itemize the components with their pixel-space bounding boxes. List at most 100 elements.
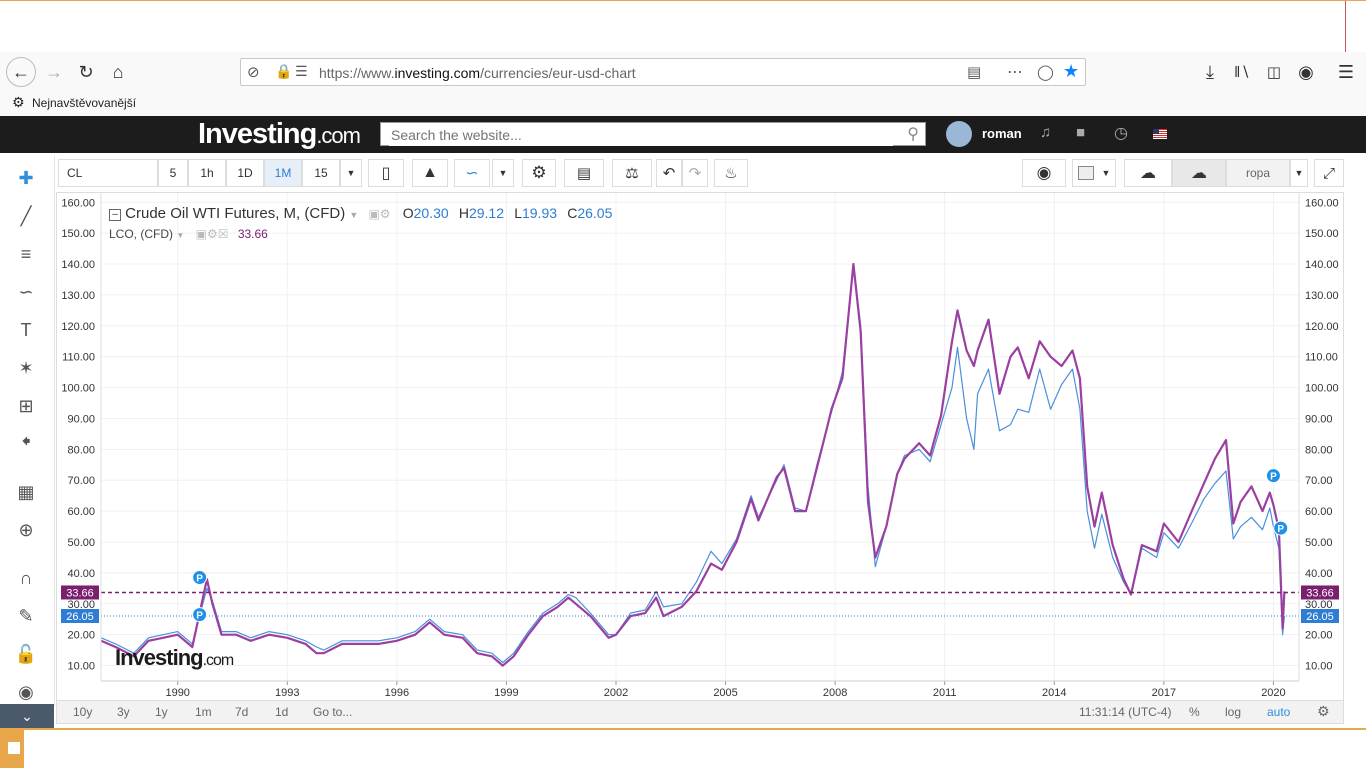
portfolio-icon[interactable]: ■ [1076,124,1086,141]
permissions-icon[interactable]: ☰ [295,63,308,79]
interval-1m[interactable]: 1M [264,159,302,187]
interval-15[interactable]: 15 [302,159,340,187]
y-tick-label-left: 10.00 [67,661,95,673]
y-tick-label-right: 140.00 [1305,259,1339,271]
price-label-bg-left [61,608,99,623]
y-tick-label-left: 110.00 [62,352,95,364]
arrow-left-icon[interactable]: 🠸 [21,431,31,451]
reader-view-icon[interactable]: ▤ [967,64,982,81]
search-icon[interactable]: ⚲ [907,126,919,143]
crosshair-icon[interactable]: ✚ [18,167,34,188]
trend-line-icon[interactable]: ╱ [20,205,32,226]
price-label-bg-left [61,585,99,600]
brush-icon[interactable]: ∽ [18,281,34,302]
price-chart[interactable]: 160.00 150.00 140.00 130.00 120.00 110.00 100.… [57,193,1343,701]
range-7d[interactable]: 7d [235,705,249,719]
url-bar[interactable]: ⊘ 🔒 ☰ https://www.investing.com/currenci… [240,58,1086,86]
range-1y[interactable]: 1y [155,705,168,719]
us-flag-icon[interactable] [1153,129,1167,139]
page-actions-icon[interactable]: ⋯ [1007,64,1023,81]
fib-icon[interactable]: ≡ [20,243,32,264]
range-1m[interactable]: 1m [195,705,212,719]
percent-toggle[interactable]: % [1189,705,1200,719]
log-toggle[interactable]: log [1225,705,1242,719]
library-icon[interactable]: ‖∖ [1234,64,1250,81]
back-button[interactable]: ← [6,57,36,87]
range-10y[interactable]: 10y [73,705,93,719]
magnet-icon[interactable]: ∩ [19,567,33,588]
measure-icon[interactable]: ⊞ [18,395,34,416]
cloud-upload-icon[interactable]: ☁ [1172,159,1226,187]
pencil-lock-icon[interactable]: ✎ [18,605,34,626]
interval-1d[interactable]: 1D [226,159,264,187]
avatar[interactable] [946,121,972,147]
cloud-download-icon[interactable]: ☁ [1124,159,1172,187]
auto-toggle[interactable]: auto [1267,705,1291,719]
chart-type-dropdown[interactable]: ▼ [492,159,514,187]
chart-toolbar: CL 5 1h 1D 1M 15 ▼ ▯ ▲ ∽ ▼ ⚙ ▤ ⚖ ↶ ↷ ♨ ◉… [56,156,1344,190]
range-3y[interactable]: 3y [117,705,130,719]
search-input[interactable] [389,124,893,146]
range-1d[interactable]: 1d [275,705,289,719]
compare-scale-icon[interactable]: ⚖ [612,159,652,187]
fullscreen-icon[interactable]: ⤢ [1314,159,1344,187]
forward-button[interactable]: → [45,61,63,82]
redo-icon[interactable]: ↷ [682,159,708,187]
legend-dropdown-icon[interactable]: ▼ [349,210,359,220]
pocket-icon[interactable]: ◯ [1037,64,1054,81]
y-tick-label-left: 130.00 [61,290,95,302]
menu-icon[interactable]: ☰ [1337,61,1355,82]
zoom-icon[interactable]: ⊕ [18,519,34,540]
user-name[interactable]: roman [982,126,1022,141]
indicators-button-icon[interactable]: ▤ [564,159,604,187]
indicators-icon[interactable]: ▦ [17,481,35,502]
reload-icon[interactable]: ↻ [78,61,94,82]
undo-icon[interactable]: ↶ [656,159,682,187]
clock-icon[interactable]: ◷ [1114,125,1128,142]
settings-gear-icon[interactable]: ⚙ [522,159,556,187]
bookmark-most-visited[interactable]: Nejnavštěvovanější [32,96,137,110]
lock-drawing-icon[interactable]: 🔓 [14,643,38,664]
lock-icon[interactable]: 🔒 [275,63,293,79]
watermark-logo: Investing.com [115,645,234,670]
y-tick-label-left: 100.00 [61,383,95,395]
scale-settings-icon[interactable]: ⚙ [1317,703,1330,719]
event-marker [1273,520,1289,536]
downloads-icon[interactable]: ⤓ [1206,61,1214,82]
sidebar-icon[interactable]: ◫ [1266,64,1282,81]
camera-icon[interactable]: ◉ [1022,159,1066,187]
start-button[interactable] [0,730,24,768]
pattern-icon[interactable]: ✶ [18,357,34,378]
interval-dropdown[interactable]: ▼ [340,159,362,187]
saved-layout-name[interactable]: ropa [1226,159,1290,187]
url-text[interactable]: https://www.investing.com/currencies/eur… [319,65,636,81]
candles-icon[interactable]: ▯ [368,159,404,187]
compare-dropdown-icon[interactable]: ▼ [176,231,185,240]
interval-5[interactable]: 5 [158,159,188,187]
line-chart-icon[interactable]: ∽ [454,159,490,187]
account-icon[interactable]: ◉ [1298,61,1314,82]
collapse-legend-icon[interactable]: – [109,209,121,221]
collapse-rail-button[interactable]: ⌄ [0,704,54,728]
layout-dropdown[interactable]: ▼ [1290,159,1308,187]
area-chart-icon[interactable]: ▲ [412,159,448,187]
eye-icon[interactable]: ◉ [18,681,34,702]
layout-icon[interactable]: ▼ [1072,159,1116,187]
y-tick-label-left: 140.00 [61,259,95,271]
x-tick-label: 2020 [1261,687,1285,699]
symbol-input[interactable]: CL [58,159,158,187]
goto-date-button[interactable]: Go to... [313,705,353,719]
site-logo[interactable]: Investing.com [198,118,361,150]
text-icon[interactable]: T [20,319,32,340]
compare-settings-icon[interactable]: ▣⚙☒ [195,227,229,241]
bell-icon[interactable]: ♫ [1040,124,1052,141]
bookmark-star-icon[interactable]: ★ [1063,61,1080,81]
legend-settings-icon[interactable]: ▣⚙ [368,207,391,221]
chart-panel[interactable]: 160.00 150.00 140.00 130.00 120.00 110.00 100.… [56,192,1344,702]
main-series-legend[interactable]: – Crude Oil WTI Futures, M, (CFD) ▼ ▣⚙ O… [109,205,612,222]
interval-1h[interactable]: 1h [188,159,226,187]
tracking-protection-icon[interactable]: ⊘ [247,64,260,81]
compare-series-legend[interactable]: LCO, (CFD) ▼ ▣⚙☒ 33.66 [109,227,268,241]
home-icon[interactable]: ⌂ [112,61,124,82]
alert-bell-icon[interactable]: ♨ [714,159,748,187]
